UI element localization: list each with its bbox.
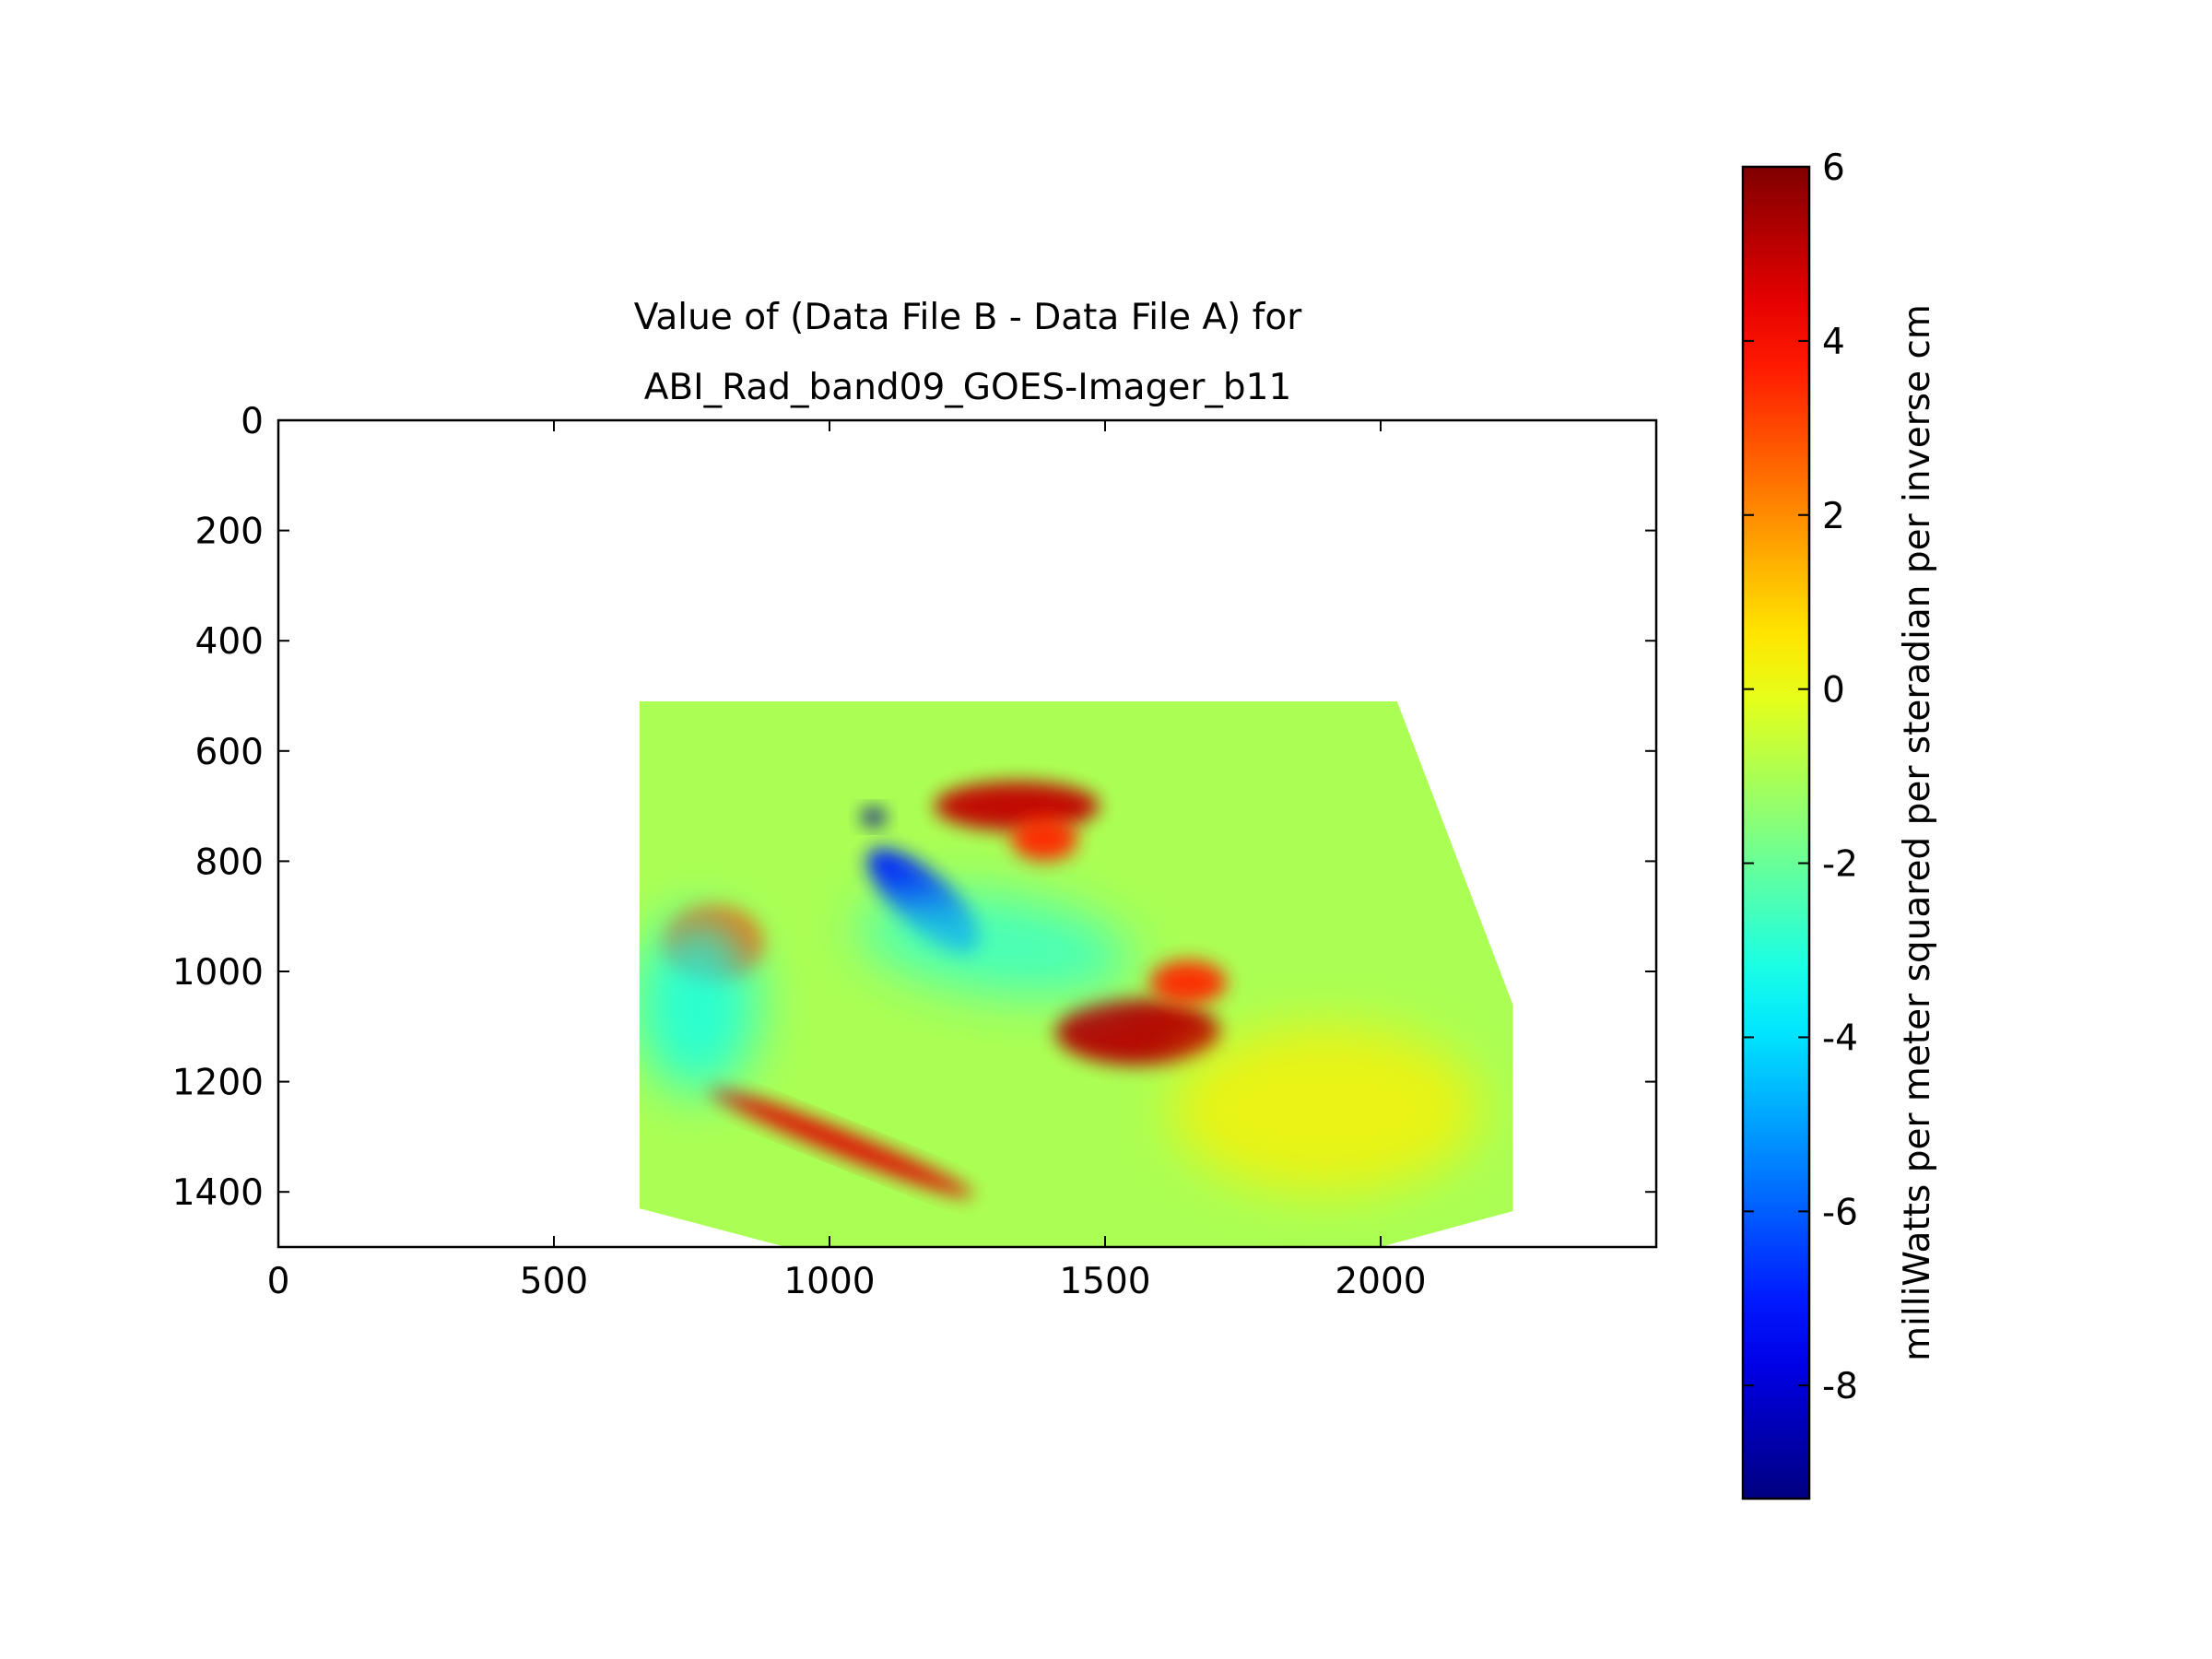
- heatmap-positive-region: [707, 1087, 974, 1197]
- plot-area-frame: [276, 418, 1658, 1249]
- x-axis-ticks: 0 500 1000 1500 2000: [267, 420, 1427, 1302]
- x-tick-label: 0: [267, 1261, 290, 1302]
- colorbar-tick-label: -6: [1822, 1192, 1858, 1233]
- y-tick-label: 600: [195, 732, 264, 773]
- y-tick-label: 200: [195, 512, 264, 553]
- chart-title-line-1: Value of (Data File B - Data File A) for: [634, 297, 1303, 338]
- y-tick-label: 1200: [172, 1063, 264, 1104]
- colorbar-tick-label: -4: [1822, 1018, 1858, 1059]
- heatmap-cool-region: [639, 916, 759, 1093]
- colorbar-tick-label: -2: [1822, 844, 1858, 886]
- heatmap-positive-region: [934, 781, 1100, 831]
- heatmap-negative-region: [861, 808, 886, 827]
- x-tick-label: 1500: [1059, 1261, 1150, 1302]
- heatmap-cool-region: [858, 890, 1132, 997]
- y-tick-label: 800: [195, 841, 264, 883]
- colorbar-tick-label: 2: [1822, 496, 1845, 537]
- y-tick-label: 1000: [172, 952, 264, 994]
- heatmap-positive-region: [1055, 998, 1221, 1065]
- x-tick-label: 1000: [783, 1261, 875, 1302]
- colorbar-ticks: 6 4 2 0 -2 -4 -6 -8: [1743, 147, 1858, 1407]
- colorbar-tick-label: 6: [1822, 147, 1845, 189]
- colorbar-tick-label: 4: [1822, 322, 1845, 363]
- heatmap-image: [639, 701, 1513, 1247]
- heatmap-positive-region: [1011, 817, 1078, 862]
- x-tick-label: 500: [520, 1261, 588, 1302]
- chart-title-line-2: ABI_Rad_band09_GOES-Imager_b11: [644, 367, 1292, 408]
- colorbar-label: milliWatts per meter squared per steradi…: [1897, 304, 1938, 1361]
- x-tick-label: 2000: [1335, 1261, 1426, 1302]
- colorbar: [1741, 165, 1811, 1500]
- y-tick-label: 1400: [172, 1172, 264, 1214]
- y-axis-ticks: 0 200 400 600 800 1000 1200 1400: [172, 401, 1656, 1214]
- colorbar-tick-label: 0: [1822, 670, 1845, 712]
- heatmap-positive-region: [1148, 960, 1227, 1005]
- colorbar-tick-label: -8: [1822, 1366, 1858, 1407]
- y-tick-label: 0: [241, 401, 264, 442]
- heatmap-warm-region: [1171, 1026, 1480, 1193]
- y-tick-label: 400: [195, 621, 264, 663]
